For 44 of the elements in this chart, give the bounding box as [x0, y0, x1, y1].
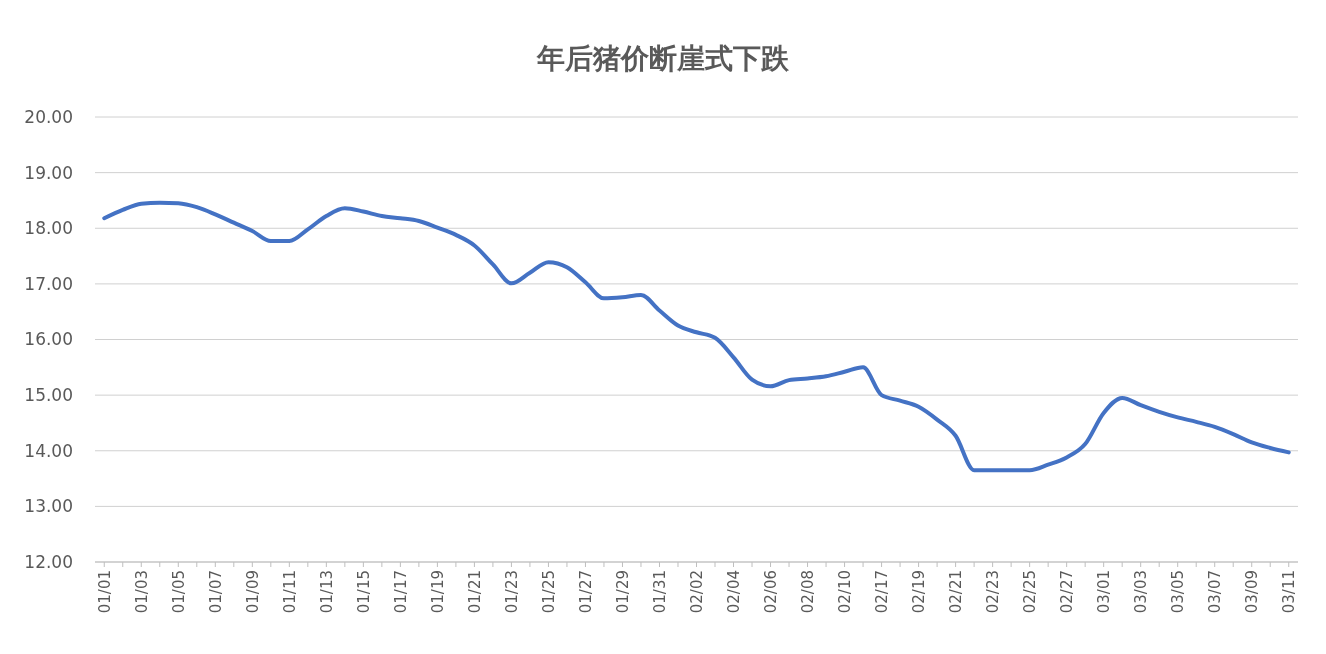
x-tick-label: 02/19 — [909, 570, 928, 614]
chart-title: 年后猪价断崖式下跌 — [536, 42, 790, 75]
x-tick-label: 01/13 — [317, 570, 336, 614]
x-tick-label: 03/03 — [1131, 570, 1150, 614]
x-tick-label: 01/29 — [613, 570, 632, 614]
x-tick-label: 01/05 — [169, 570, 188, 614]
y-tick-label: 20.00 — [24, 106, 73, 127]
x-tick-label: 02/21 — [946, 570, 965, 614]
x-tick-label: 01/09 — [243, 570, 262, 614]
x-tick-label: 02/08 — [798, 570, 817, 614]
x-tick-label: 02/04 — [724, 570, 743, 614]
x-tick-label: 01/17 — [391, 570, 410, 614]
y-tick-label: 12.00 — [24, 551, 73, 572]
x-tick-label: 01/21 — [465, 570, 484, 614]
x-tick-label: 02/27 — [1057, 570, 1076, 614]
x-tick-label: 02/17 — [872, 570, 891, 614]
x-tick-label: 02/25 — [1020, 570, 1039, 614]
x-tick-label: 01/11 — [280, 570, 299, 614]
y-tick-label: 17.00 — [24, 273, 73, 294]
y-tick-label: 19.00 — [24, 162, 73, 183]
x-tick-label: 01/23 — [502, 570, 521, 614]
x-tick-label: 01/19 — [428, 570, 447, 614]
y-tick-label: 16.00 — [24, 329, 73, 350]
x-tick-label: 01/31 — [650, 570, 669, 614]
x-tick-label: 01/03 — [132, 570, 151, 614]
x-tick-label: 03/07 — [1205, 570, 1224, 614]
x-tick-label: 01/27 — [576, 570, 595, 614]
y-tick-label: 13.00 — [24, 496, 73, 517]
x-tick-label: 01/15 — [354, 570, 373, 614]
x-tick-label: 02/23 — [983, 570, 1002, 614]
x-tick-label: 02/06 — [761, 570, 780, 614]
y-tick-label: 15.00 — [24, 385, 73, 406]
y-tick-label: 14.00 — [24, 440, 73, 461]
x-tick-label: 02/02 — [687, 570, 706, 614]
line-series — [102, 200, 1291, 473]
x-tick-label: 03/11 — [1280, 570, 1298, 614]
x-tick-label: 03/01 — [1094, 570, 1113, 614]
x-tick-label: 03/05 — [1168, 570, 1187, 614]
x-tick-label: 03/09 — [1242, 570, 1261, 614]
x-tick-label: 01/01 — [95, 570, 114, 614]
x-tick-label: 01/07 — [206, 570, 225, 614]
x-tick-label: 02/10 — [835, 570, 854, 614]
x-tick-label: 01/25 — [539, 570, 558, 614]
y-tick-label: 18.00 — [24, 218, 73, 239]
